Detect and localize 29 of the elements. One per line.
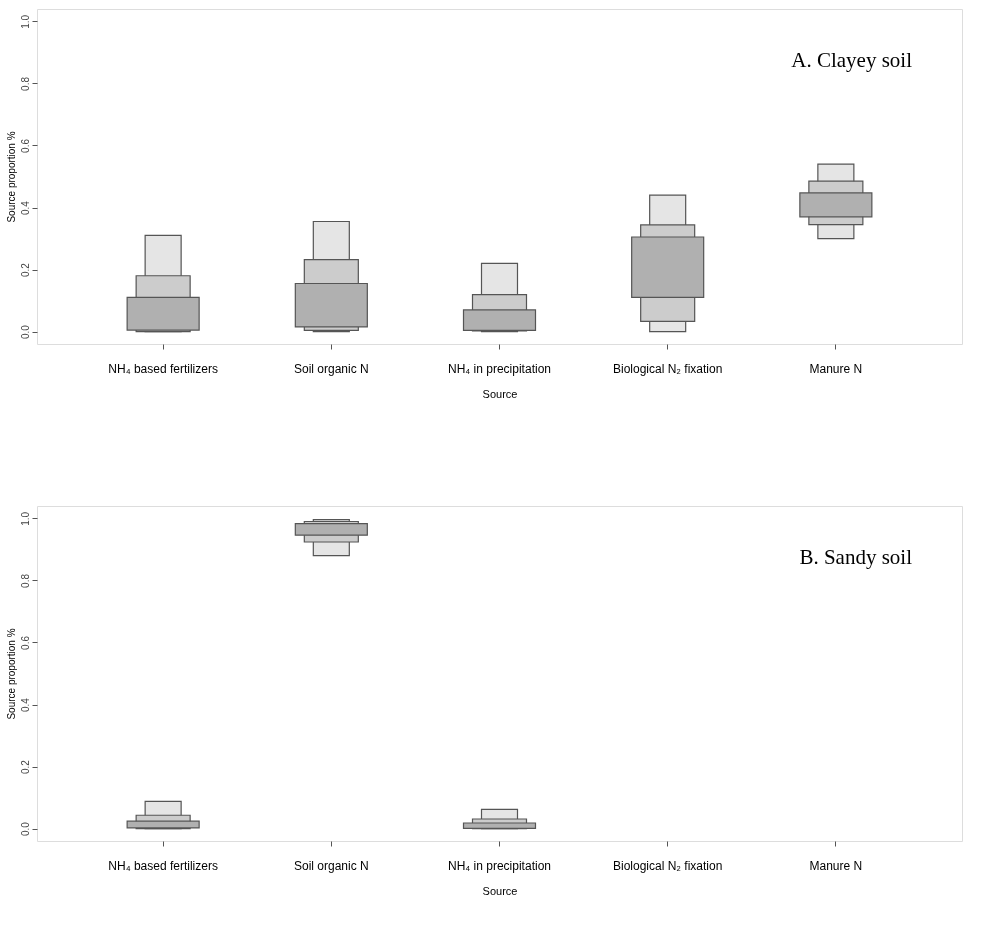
x-axis-title: Source [482, 884, 518, 897]
x-tick-label: Soil organic N [293, 361, 369, 376]
y-tick-label: 1.0 [19, 14, 31, 29]
y-tick-label: 0.8 [19, 573, 31, 588]
y-axis-title: Source proportion % [5, 628, 17, 720]
bar [462, 822, 537, 829]
y-tick-label: 0.4 [19, 200, 31, 215]
y-tick-label: 0.0 [19, 821, 31, 837]
y-tick-label: 1.0 [19, 511, 31, 526]
x-tick-label: NH₄ in precipitation [448, 858, 551, 873]
annotation: B. Sandy soil [799, 545, 913, 569]
x-tick-label: Biological N₂ fixation [612, 361, 723, 376]
x-tick-label: NH₄ based fertilizers [108, 361, 218, 376]
x-tick-label: NH₄ in precipitation [448, 361, 551, 376]
x-axis-title: Source [482, 387, 518, 400]
y-tick-label: 0.6 [19, 138, 31, 153]
annotation: A. Clayey soil [791, 48, 913, 72]
x-tick-label: Manure N [809, 858, 863, 873]
x-tick-label: NH₄ based fertilizers [108, 858, 218, 873]
y-tick-label: 0.2 [19, 262, 31, 278]
y-tick-label: 0.0 [19, 324, 31, 340]
y-tick-label: 0.2 [19, 759, 31, 775]
y-tick-label: 0.8 [19, 76, 31, 91]
x-tick-label: Soil organic N [293, 858, 369, 873]
x-tick-label: Manure N [809, 361, 863, 376]
y-tick-label: 0.6 [19, 635, 31, 650]
y-axis-title: Source proportion % [5, 131, 17, 223]
x-tick-label: Biological N₂ fixation [612, 858, 723, 873]
y-tick-label: 0.4 [19, 697, 31, 712]
